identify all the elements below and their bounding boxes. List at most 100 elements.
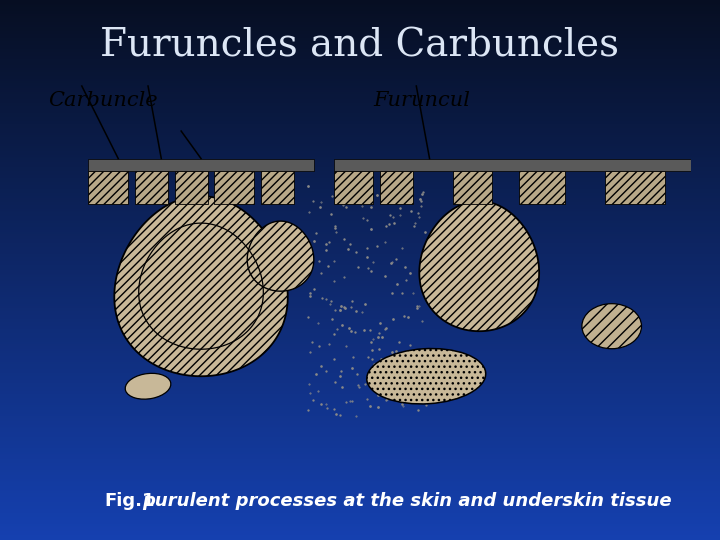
Bar — [0, 301, 720, 302]
Bar — [0, 2, 720, 4]
Bar — [0, 344, 720, 346]
Bar — [0, 454, 720, 455]
Bar — [0, 447, 720, 448]
Bar — [0, 385, 720, 387]
Bar — [0, 290, 720, 292]
Bar — [0, 204, 720, 205]
Bar — [0, 88, 720, 90]
Bar — [0, 174, 720, 177]
Bar — [0, 355, 720, 356]
Bar — [0, 187, 720, 189]
Bar — [0, 228, 720, 231]
Bar — [0, 502, 720, 504]
Bar — [0, 50, 720, 52]
Bar — [0, 349, 720, 351]
Ellipse shape — [125, 373, 171, 399]
Bar — [0, 248, 720, 250]
Bar — [0, 126, 720, 128]
Bar — [0, 56, 720, 58]
Bar — [0, 38, 720, 39]
Bar — [0, 525, 720, 528]
Bar — [0, 363, 720, 366]
Bar — [0, 99, 720, 101]
Bar — [0, 59, 720, 61]
Bar — [0, 482, 720, 484]
Bar — [0, 272, 720, 274]
Bar — [0, 216, 720, 218]
Ellipse shape — [582, 303, 642, 349]
Bar — [0, 374, 720, 376]
Bar — [0, 72, 720, 74]
Text: Carbuncle: Carbuncle — [49, 91, 158, 110]
Bar — [0, 299, 720, 301]
Bar — [0, 506, 720, 508]
Bar — [0, 29, 720, 31]
Bar — [0, 304, 720, 306]
Bar — [0, 266, 720, 268]
Bar — [0, 77, 720, 79]
Bar — [0, 124, 720, 126]
Bar — [0, 252, 720, 254]
Bar — [0, 7, 720, 9]
Bar — [0, 479, 720, 481]
Bar — [0, 336, 720, 339]
Bar — [0, 329, 720, 331]
Bar — [0, 491, 720, 493]
Bar — [0, 243, 720, 245]
Polygon shape — [114, 196, 288, 376]
Bar — [0, 538, 720, 540]
Bar — [0, 104, 720, 106]
Bar — [0, 96, 720, 97]
Polygon shape — [215, 171, 254, 204]
Bar — [0, 130, 720, 131]
Bar — [0, 139, 720, 140]
Bar — [0, 409, 720, 410]
Bar — [0, 475, 720, 477]
Bar — [0, 258, 720, 259]
Bar — [0, 373, 720, 374]
Bar — [0, 366, 720, 367]
Bar — [0, 497, 720, 498]
Bar — [0, 15, 720, 16]
Bar — [0, 214, 720, 216]
Bar — [0, 520, 720, 522]
Bar — [0, 464, 720, 466]
Bar — [0, 189, 720, 191]
Bar — [0, 281, 720, 282]
Bar — [0, 351, 720, 353]
Bar — [0, 333, 720, 335]
Bar — [0, 209, 720, 211]
Bar — [0, 326, 720, 328]
Bar — [0, 490, 720, 491]
Bar — [0, 312, 720, 313]
Bar — [0, 92, 720, 93]
Bar — [0, 31, 720, 32]
Text: Furuncul: Furuncul — [373, 91, 470, 110]
Bar — [0, 5, 720, 7]
Bar — [0, 504, 720, 506]
Bar — [0, 54, 720, 56]
Bar — [0, 378, 720, 380]
Bar — [0, 398, 720, 400]
Bar — [0, 255, 720, 258]
Bar — [0, 236, 720, 238]
Bar — [0, 376, 720, 378]
Bar — [0, 331, 720, 333]
Bar — [0, 444, 720, 447]
Bar — [0, 34, 720, 36]
Bar — [0, 528, 720, 529]
Bar — [0, 313, 720, 315]
Polygon shape — [605, 171, 665, 204]
Bar — [0, 340, 720, 342]
Bar — [0, 383, 720, 385]
Bar — [0, 436, 720, 437]
Bar — [0, 522, 720, 524]
Bar — [0, 390, 720, 393]
Bar — [0, 400, 720, 401]
Bar — [0, 22, 720, 23]
Bar — [0, 123, 720, 124]
Bar — [0, 324, 720, 326]
Bar — [0, 417, 720, 420]
Bar — [0, 254, 720, 255]
Polygon shape — [89, 171, 128, 204]
